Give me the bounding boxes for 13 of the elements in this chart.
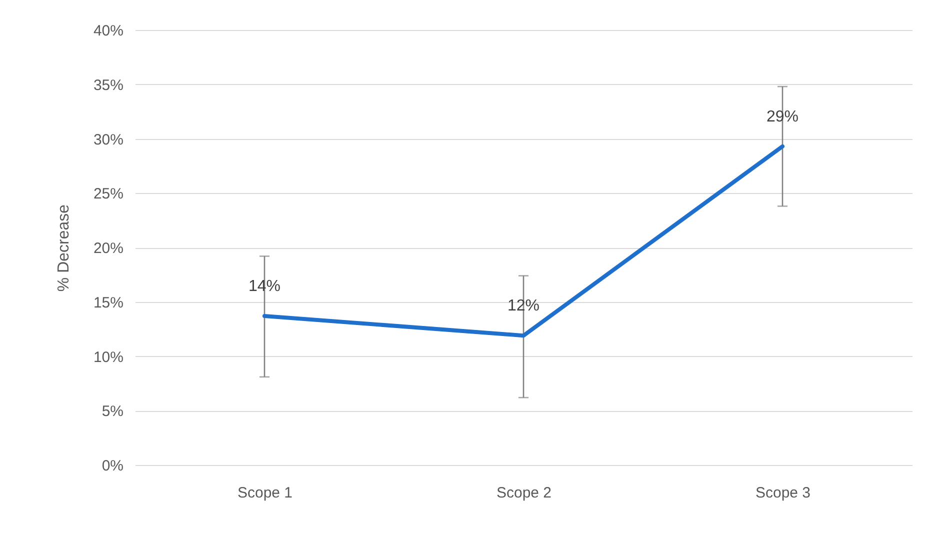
x-tick-label: Scope 3 [755,484,811,502]
y-tick-label: 5% [102,403,124,420]
y-tick-label: 20% [93,240,124,257]
y-tick-label: 40% [93,22,124,40]
y-tick-label: 30% [93,131,124,148]
x-tick-label: Scope 2 [496,484,552,502]
y-tick-label: 15% [93,294,124,312]
y-axis-title: % Decrease [55,204,72,292]
y-tick-label: 10% [93,348,124,366]
y-tick-label: 0% [102,458,124,474]
y-tick-label: 35% [93,76,124,94]
y-tick-label: 25% [93,186,124,203]
x-tick-label: Scope 1 [237,484,293,502]
